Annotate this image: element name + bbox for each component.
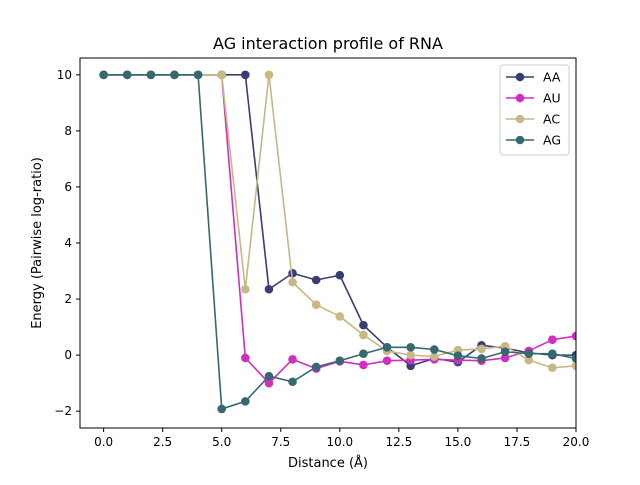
data-point bbox=[548, 335, 557, 345]
data-point bbox=[477, 354, 486, 363]
x-tick-label: 12.5 bbox=[385, 435, 412, 449]
data-point bbox=[571, 331, 576, 341]
x-axis: 0.0 2.5 5.0 7.5 10.0 12.5 15.0 17.5 20.0 bbox=[94, 428, 589, 449]
data-point bbox=[122, 70, 132, 80]
x-tick-label: 17.5 bbox=[504, 435, 531, 449]
series-layer bbox=[99, 70, 576, 414]
data-point bbox=[170, 70, 179, 80]
data-point bbox=[335, 270, 345, 280]
data-point bbox=[429, 345, 439, 354]
data-point bbox=[241, 397, 250, 406]
legend-item-ac: AC bbox=[506, 112, 560, 127]
data-point bbox=[548, 349, 557, 359]
data-point bbox=[217, 404, 227, 414]
data-point bbox=[524, 355, 534, 365]
data-point bbox=[382, 356, 392, 366]
y-axis-label: Energy (Pairwise log-ratio) bbox=[30, 157, 45, 329]
x-tick-label: 2.5 bbox=[153, 435, 172, 449]
y-tick-label: 4 bbox=[64, 236, 72, 250]
data-point bbox=[241, 70, 250, 80]
x-tick-label: 15.0 bbox=[445, 435, 472, 449]
legend-swatch-marker bbox=[515, 135, 525, 145]
data-point bbox=[548, 363, 557, 373]
y-tick-label: −2 bbox=[54, 404, 72, 418]
series-ag bbox=[99, 70, 576, 414]
legend-label: AC bbox=[543, 112, 560, 127]
data-point bbox=[241, 353, 250, 363]
data-point bbox=[288, 355, 297, 364]
data-point bbox=[571, 361, 576, 371]
legend-swatch-marker bbox=[515, 72, 525, 82]
legend-swatch-marker bbox=[515, 114, 525, 124]
data-point bbox=[477, 344, 486, 354]
legend-label: AA bbox=[543, 70, 561, 85]
data-point bbox=[359, 349, 368, 359]
x-tick-label: 5.0 bbox=[212, 435, 231, 449]
data-point bbox=[406, 350, 415, 360]
x-tick-label: 7.5 bbox=[271, 435, 290, 449]
x-tick-label: 0.0 bbox=[94, 435, 113, 449]
x-axis-label: Distance (Å) bbox=[288, 455, 368, 471]
data-point bbox=[288, 277, 297, 287]
legend-item-ag: AG bbox=[506, 133, 561, 148]
data-point bbox=[99, 70, 108, 80]
data-point bbox=[146, 70, 156, 80]
chart-title: AG interaction profile of RNA bbox=[213, 34, 443, 53]
data-point bbox=[500, 353, 510, 363]
y-tick-label: 8 bbox=[64, 124, 72, 138]
data-point bbox=[241, 284, 250, 294]
data-point bbox=[453, 351, 463, 360]
data-point bbox=[264, 378, 274, 388]
y-tick-label: 10 bbox=[57, 68, 72, 82]
data-point bbox=[382, 342, 392, 352]
x-tick-label: 10.0 bbox=[326, 435, 353, 449]
legend: AA AU AC AG bbox=[499, 64, 570, 156]
y-tick-label: 0 bbox=[64, 348, 72, 362]
data-point bbox=[264, 284, 274, 294]
legend-item-au: AU bbox=[506, 91, 561, 106]
data-point bbox=[359, 320, 368, 330]
y-axis: −2 0 2 4 6 8 10 bbox=[54, 68, 80, 418]
data-point bbox=[571, 354, 576, 363]
data-point bbox=[288, 377, 297, 387]
data-point bbox=[359, 360, 368, 370]
data-point bbox=[311, 362, 321, 372]
x-tick-label: 20.0 bbox=[563, 435, 590, 449]
y-tick-label: 2 bbox=[64, 292, 72, 306]
data-point bbox=[311, 300, 321, 309]
data-point bbox=[288, 268, 297, 278]
legend-label: AU bbox=[543, 91, 561, 106]
legend-frame bbox=[499, 64, 570, 156]
data-point bbox=[335, 356, 345, 366]
data-point bbox=[193, 70, 203, 80]
y-tick-label: 6 bbox=[64, 180, 72, 194]
data-point bbox=[500, 347, 510, 357]
data-point bbox=[311, 275, 321, 285]
legend-item-aa: AA bbox=[506, 70, 561, 85]
data-point bbox=[217, 70, 227, 80]
legend-label: AG bbox=[543, 133, 561, 148]
legend-swatch-marker bbox=[515, 93, 525, 103]
data-point bbox=[429, 352, 439, 361]
data-point bbox=[335, 312, 345, 321]
data-point bbox=[524, 349, 534, 359]
data-point bbox=[264, 371, 274, 381]
data-point bbox=[406, 342, 415, 352]
data-point bbox=[359, 330, 368, 340]
data-point bbox=[264, 70, 274, 80]
